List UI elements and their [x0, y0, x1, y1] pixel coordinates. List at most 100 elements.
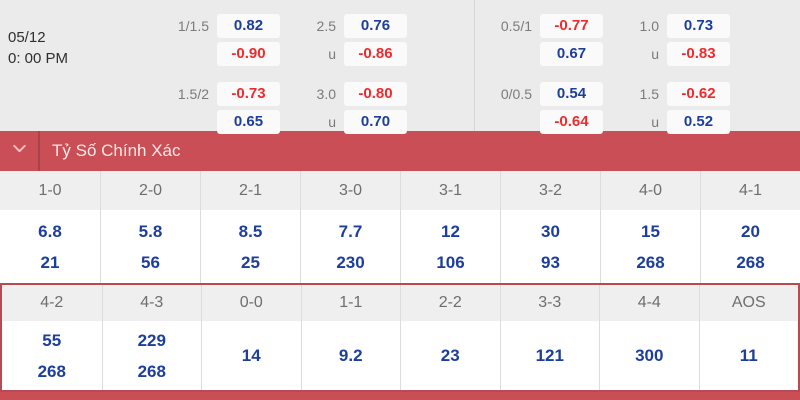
score-header: 3-1 — [401, 171, 500, 210]
score-header: 4-0 — [601, 171, 700, 210]
odds-button[interactable]: 0.52 — [667, 110, 730, 134]
odds-button[interactable]: -0.83 — [667, 42, 730, 66]
match-date: 05/12 — [8, 29, 46, 46]
odds-value[interactable]: 6.8 — [38, 221, 62, 241]
handicap-odds-group: 1/1.5 0.82 -0.90 1.5/2 -0.73 0.65 — [153, 14, 280, 134]
score-header: 0-0 — [202, 285, 301, 321]
odds-value[interactable]: 268 — [37, 361, 66, 381]
odds-value[interactable]: 21 — [40, 252, 60, 272]
odds-value[interactable]: 93 — [541, 252, 560, 272]
odds-button[interactable]: -0.73 — [217, 82, 280, 106]
score-header: 4-2 — [2, 285, 102, 321]
odds-value[interactable]: 8.5 — [238, 221, 263, 241]
score-odds-cell: 11 — [699, 321, 798, 390]
odds-value[interactable]: 268 — [137, 361, 166, 381]
odds-value[interactable]: 25 — [241, 252, 260, 272]
correct-score-table-row1: 1-0 6.8 21 2-0 5.8 56 2-1 8.5 25 3-0 7.7… — [0, 171, 800, 283]
odds-value[interactable]: 268 — [736, 252, 765, 272]
odds-row: u 0.52 — [603, 110, 730, 134]
total-line-label: 3.0 — [316, 86, 336, 102]
odds-value[interactable]: 23 — [440, 346, 460, 365]
odds-button[interactable]: 0.76 — [344, 14, 407, 38]
score-header: 3-2 — [501, 171, 600, 210]
odds-row: u 0.70 — [280, 110, 407, 134]
odds-value[interactable]: 12 — [441, 221, 460, 241]
odds-panel-right: 0.5/1 -0.77 0.67 0/0.5 0.54 -0.64 1.0 0.… — [475, 0, 800, 134]
odds-value[interactable]: 30 — [541, 221, 560, 241]
odds-button[interactable]: -0.77 — [540, 14, 603, 38]
odds-value[interactable]: 14 — [241, 346, 261, 365]
handicap-odds-group: 0.5/1 -0.77 0.67 0/0.5 0.54 -0.64 — [476, 14, 603, 134]
odds-value[interactable]: 20 — [741, 221, 760, 241]
odds-value[interactable]: 5.8 — [138, 221, 163, 241]
score-header: 2-0 — [101, 171, 200, 210]
total-line-label: u — [328, 46, 336, 62]
total-line-label: u — [328, 114, 336, 130]
odds-panel: 05/12 0: 00 PM 1/1.5 0.82 -0.90 1.5/2 -0… — [0, 0, 800, 134]
odds-row: 2.5 0.76 — [280, 14, 407, 38]
odds-row: 0.67 — [476, 42, 603, 66]
odds-row: u -0.86 — [280, 42, 407, 66]
score-column: 3-2 30 93 — [500, 171, 600, 283]
handicap-label: 0.5/1 — [500, 18, 532, 34]
odds-value[interactable]: 15 — [641, 221, 660, 241]
odds-row: 1/1.5 0.82 — [153, 14, 280, 38]
odds-value[interactable]: 229 — [137, 330, 166, 350]
odds-button[interactable]: -0.86 — [344, 42, 407, 66]
odds-value[interactable]: 230 — [336, 252, 365, 272]
odds-button[interactable]: 0.70 — [344, 110, 407, 134]
score-header: 3-0 — [301, 171, 400, 210]
totals-odds-group: 2.5 0.76 u -0.86 3.0 -0.80 u 0.70 — [280, 14, 407, 134]
score-column: 2-1 8.5 25 — [200, 171, 300, 283]
score-odds-cell: 9.2 — [301, 321, 400, 390]
score-column: 3-1 12 106 — [400, 171, 500, 283]
score-column: AOS 11 — [698, 285, 798, 390]
match-time: 0: 00 PM — [8, 50, 69, 67]
odds-value[interactable]: 56 — [141, 252, 160, 272]
total-line-label: 1.0 — [639, 18, 659, 34]
score-column: 4-1 20 268 — [700, 171, 800, 283]
odds-button[interactable]: -0.80 — [344, 82, 407, 106]
odds-button[interactable]: -0.62 — [667, 82, 730, 106]
odds-button[interactable]: 0.67 — [540, 42, 603, 66]
score-column: 1-0 6.8 21 — [0, 171, 100, 283]
match-datetime: 05/12 0: 00 PM — [8, 27, 68, 69]
odds-button[interactable]: -0.64 — [540, 110, 603, 134]
odds-row: 3.0 -0.80 — [280, 82, 407, 106]
score-header: 4-3 — [102, 285, 201, 321]
odds-value[interactable]: 9.2 — [338, 346, 363, 365]
odds-value[interactable]: 7.7 — [338, 221, 363, 241]
score-odds-cell: 14 — [202, 321, 301, 390]
odds-button[interactable]: 0.82 — [217, 14, 280, 38]
totals-odds-group: 1.0 0.73 u -0.83 1.5 -0.62 u 0.52 — [603, 14, 730, 134]
score-odds-cell: 121 — [500, 321, 599, 390]
odds-value[interactable]: 106 — [436, 252, 465, 272]
score-column: 4-0 15 268 — [600, 171, 700, 283]
odds-row: 0/0.5 0.54 — [476, 82, 603, 106]
score-column: 3-0 7.7 230 — [300, 171, 400, 283]
correct-score-table-row2: 4-2 55 268 4-3 229 268 0-0 14 1-1 9.2 — [2, 285, 798, 390]
correct-score-section-header[interactable]: Tỷ Số Chính Xác — [0, 131, 800, 171]
odds-row: -0.90 — [153, 42, 280, 66]
score-column: 4-3 229 268 — [101, 285, 201, 390]
odds-row: 0.65 — [153, 110, 280, 134]
odds-value[interactable]: 55 — [42, 330, 62, 350]
odds-row: 1.5 -0.62 — [603, 82, 730, 106]
odds-value[interactable]: 11 — [739, 346, 758, 365]
odds-value[interactable]: 121 — [535, 346, 564, 365]
odds-value[interactable]: 268 — [636, 252, 665, 272]
odds-button[interactable]: -0.90 — [217, 42, 280, 66]
odds-value[interactable]: 300 — [635, 346, 664, 365]
handicap-label: 1/1.5 — [177, 18, 209, 34]
collapse-toggle[interactable] — [0, 131, 40, 171]
odds-button[interactable]: 0.73 — [667, 14, 730, 38]
score-column: 4-2 55 268 — [2, 285, 102, 390]
odds-row: 1.5/2 -0.73 — [153, 82, 280, 106]
odds-button[interactable]: 0.54 — [540, 82, 603, 106]
score-header: 1-1 — [301, 285, 400, 321]
score-column: 3-3 121 — [499, 285, 599, 390]
next-section-bar — [0, 392, 800, 400]
odds-button[interactable]: 0.65 — [217, 110, 280, 134]
odds-row: u -0.83 — [603, 42, 730, 66]
correct-score-table-row2-highlight: 4-2 55 268 4-3 229 268 0-0 14 1-1 9.2 — [0, 283, 800, 392]
